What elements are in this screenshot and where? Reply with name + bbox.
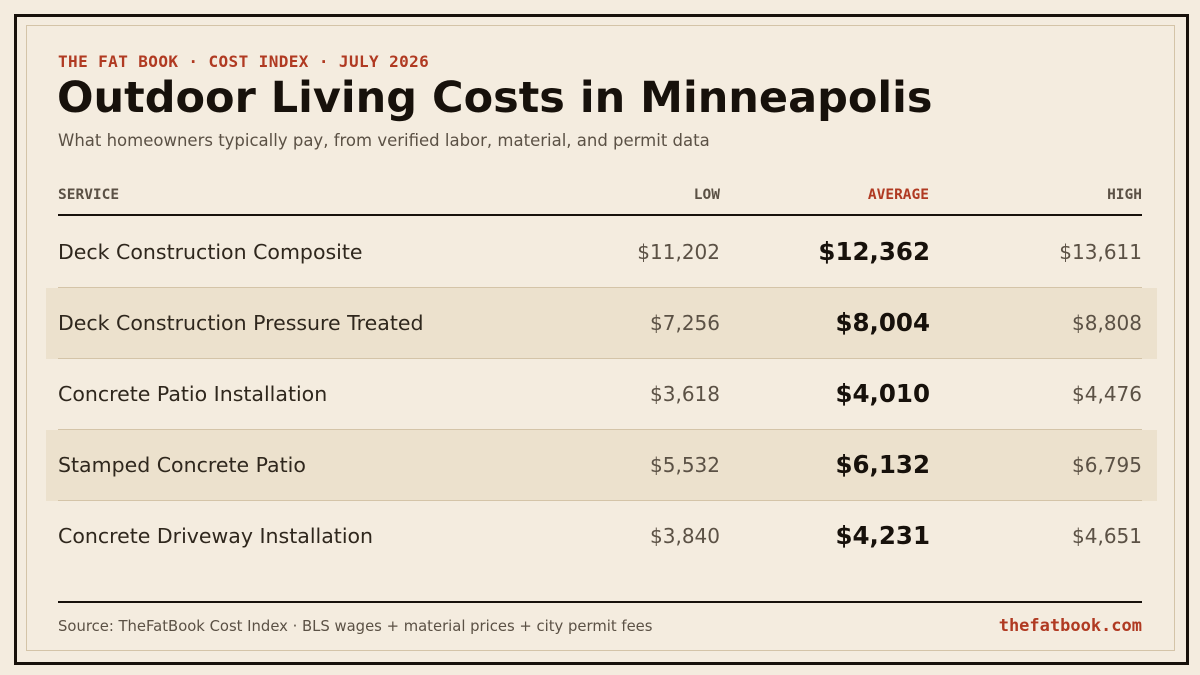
row-average-cost: $6,132 <box>835 450 930 479</box>
page-subtitle: What homeowners typically pay, from veri… <box>58 131 710 150</box>
row-average-cost: $4,010 <box>835 379 930 408</box>
table-row: Stamped Concrete Patio $5,532 $6,132 $6,… <box>46 430 1157 501</box>
row-high-cost: $4,651 <box>1072 524 1142 548</box>
row-low-cost: $11,202 <box>637 240 720 264</box>
row-service: Concrete Driveway Installation <box>58 524 374 548</box>
table-row: Concrete Driveway Installation $3,840 $4… <box>46 501 1157 572</box>
row-average-cost: $8,004 <box>835 308 930 337</box>
footer-rule <box>58 601 1142 603</box>
column-header-average: AVERAGE <box>867 187 929 203</box>
column-header-high: HIGH <box>1107 187 1142 203</box>
row-service: Stamped Concrete Patio <box>58 453 306 477</box>
row-divider <box>58 287 1142 288</box>
row-high-cost: $8,808 <box>1072 311 1142 335</box>
table-row: Deck Construction Composite $11,202 $12,… <box>46 217 1157 288</box>
page-title: Outdoor Living Costs in Minneapolis <box>57 73 933 123</box>
row-divider <box>58 500 1142 501</box>
kicker-text: THE FAT BOOK · COST INDEX · JULY 2026 <box>58 52 430 71</box>
header-rule <box>58 214 1142 216</box>
row-service: Deck Construction Pressure Treated <box>58 311 424 335</box>
row-high-cost: $4,476 <box>1072 382 1142 406</box>
column-header-service: SERVICE <box>58 187 120 203</box>
row-service: Deck Construction Composite <box>58 240 363 264</box>
site-link[interactable]: thefatbook.com <box>998 616 1142 636</box>
row-low-cost: $5,532 <box>650 453 720 477</box>
outer-frame <box>14 14 1189 665</box>
column-header-low: LOW <box>693 187 720 203</box>
row-average-cost: $12,362 <box>818 237 930 266</box>
row-low-cost: $7,256 <box>650 311 720 335</box>
row-divider <box>58 429 1142 430</box>
row-high-cost: $6,795 <box>1072 453 1142 477</box>
source-note: Source: TheFatBook Cost Index · BLS wage… <box>58 618 653 635</box>
row-average-cost: $4,231 <box>835 521 930 550</box>
table-row: Deck Construction Pressure Treated $7,25… <box>46 288 1157 359</box>
row-service: Concrete Patio Installation <box>58 382 328 406</box>
table-row: Concrete Patio Installation $3,618 $4,01… <box>46 359 1157 430</box>
row-high-cost: $13,611 <box>1059 240 1142 264</box>
row-divider <box>58 358 1142 359</box>
row-low-cost: $3,840 <box>650 524 720 548</box>
row-low-cost: $3,618 <box>650 382 720 406</box>
inner-frame <box>26 25 1175 651</box>
